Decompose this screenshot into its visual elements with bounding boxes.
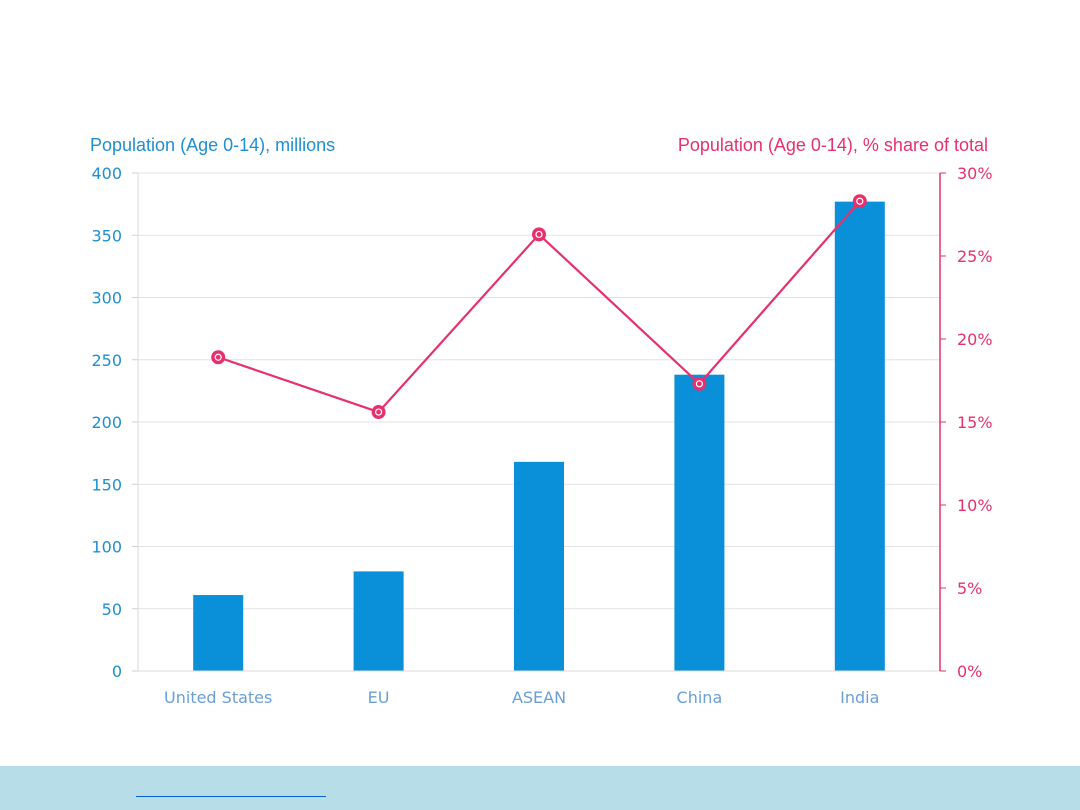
right-tick-label: 20%	[957, 330, 993, 349]
share-point-marker-inner	[535, 230, 543, 239]
share-point-marker-inner	[856, 197, 864, 205]
right-tick-label: 30%	[957, 164, 993, 183]
right-tick-label: 15%	[957, 413, 993, 432]
category-label: ASEAN	[512, 688, 566, 707]
share-point-marker	[371, 405, 386, 420]
category-label: EU	[368, 688, 390, 707]
share-point-marker	[692, 376, 707, 391]
share-point-marker-inner	[214, 353, 222, 361]
right-tick-label: 25%	[957, 247, 993, 266]
footer-band	[0, 766, 1080, 810]
left-tick-label: 250	[91, 351, 122, 370]
combo-chart: 0 50 100 150 200 250 300 350 400 0% 5% 10% 15% 20% 25%…	[90, 135, 993, 707]
bar-china	[674, 374, 725, 671]
category-label: United States	[164, 688, 272, 707]
left-tick-label: 100	[91, 538, 122, 557]
left-tick-label: 200	[91, 413, 122, 432]
right-tick-label: 10%	[957, 496, 993, 515]
share-point-marker-inner	[375, 408, 383, 416]
right-axis-title: Population (Age 0-14), % share of total	[678, 135, 988, 155]
share-point-marker-inner	[695, 380, 704, 388]
share-point-marker	[211, 350, 226, 365]
tick-labels: 0 50 100 150 200 250 300 350 400 0% 5% 10% 15% 20% 25%…	[91, 164, 992, 707]
bar-asean	[514, 461, 564, 671]
left-tick-label: 300	[91, 289, 122, 308]
axes	[132, 172, 946, 672]
left-tick-label: 0	[112, 662, 122, 681]
category-label: India	[840, 688, 879, 707]
footer-link-underline[interactable]	[136, 796, 326, 797]
category-label: China	[677, 688, 723, 707]
left-tick-label: 350	[91, 226, 122, 245]
line-series	[211, 194, 867, 420]
share-point-marker	[532, 227, 546, 242]
right-tick-label: 5%	[957, 579, 982, 598]
bar-series	[193, 201, 885, 671]
left-tick-label: 150	[91, 475, 122, 494]
share-point-marker	[852, 194, 867, 209]
right-tick-label: 0%	[957, 662, 982, 681]
bar-india	[834, 201, 885, 671]
bar-united-states	[193, 595, 244, 671]
left-tick-label: 50	[102, 600, 122, 619]
left-tick-label: 400	[91, 164, 122, 183]
left-axis-title: Population (Age 0-14), millions	[90, 135, 335, 155]
bar-eu	[353, 571, 404, 671]
